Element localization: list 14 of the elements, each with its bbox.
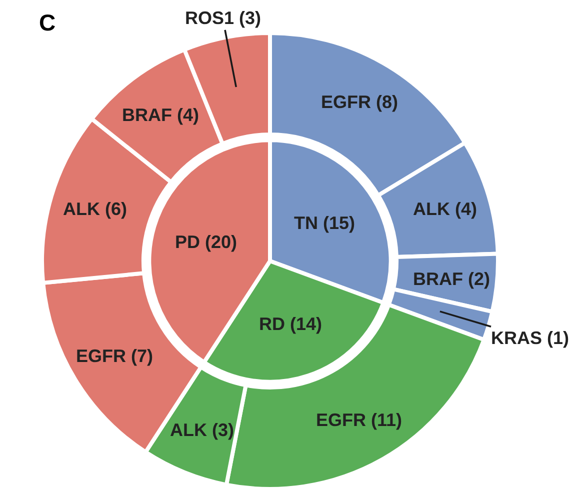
slice-label: KRAS (1) <box>491 328 570 348</box>
slice-label: BRAF (2) <box>413 269 490 289</box>
slice-label: EGFR (8) <box>321 92 398 112</box>
slice-label: ALK (6) <box>63 199 127 219</box>
slice-label: EGFR (7) <box>76 346 154 366</box>
slice-label: EGFR (11) <box>316 410 402 430</box>
slice-label: ALK (3) <box>170 420 234 440</box>
slice-label: ROS1 (3) <box>185 8 262 28</box>
chart-title: C <box>39 10 56 36</box>
slice-label: RD (14) <box>259 314 322 334</box>
slice-label: TN (15) <box>294 213 356 233</box>
slice-label: BRAF (4) <box>122 105 199 125</box>
slice-label: PD (20) <box>175 232 238 252</box>
slice-label: ALK (4) <box>413 199 477 219</box>
